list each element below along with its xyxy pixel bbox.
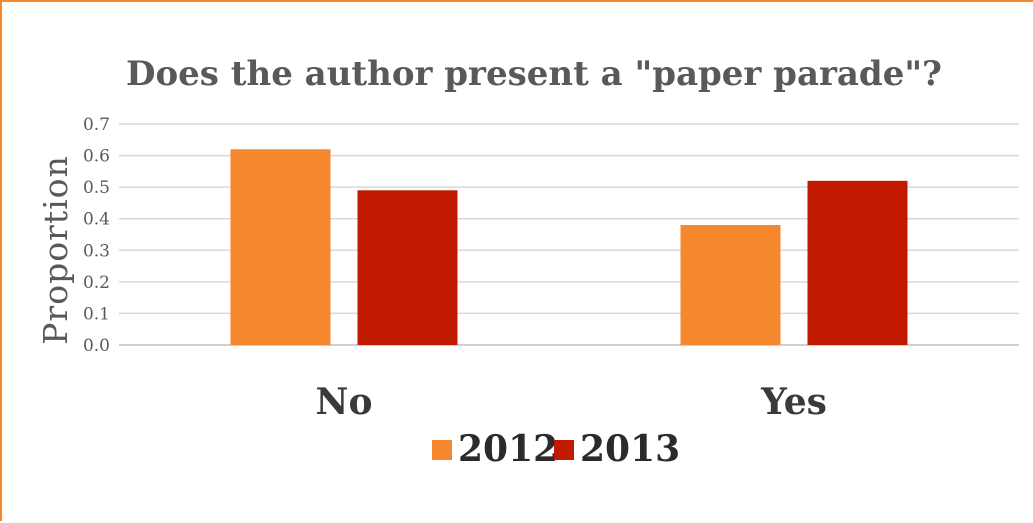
x-axis-categories: No Yes [316,381,827,423]
legend-swatch [554,440,574,460]
y-tick-label: 0.7 [83,115,110,135]
bar-no-2012 [230,149,331,345]
bar-yes-2013 [807,180,908,345]
y-tick-label: 0.1 [83,304,110,324]
y-tick-label: 0.6 [83,147,110,167]
legend: 2012 2013 [432,428,680,470]
legend-label: 2012 [458,428,558,470]
legend-label: 2013 [580,428,680,470]
chart-title: Does the author present a "paper parade"… [126,54,942,94]
y-tick-label: 0.5 [83,178,110,198]
bar-no-2013 [357,190,458,345]
y-tick-label: 0.2 [83,273,110,293]
y-axis-ticks: 0.0 0.1 0.2 0.3 0.4 0.5 0.6 0.7 [83,115,110,356]
legend-swatch [432,440,452,460]
y-tick-label: 0.3 [83,241,110,261]
y-tick-label: 0.4 [83,210,110,230]
y-tick-label: 0.0 [83,336,110,356]
category-label: No [316,381,373,423]
bar-yes-2012 [680,225,781,345]
y-axis-label: Proportion [36,155,75,345]
category-label: Yes [760,381,827,423]
bars [230,149,908,345]
